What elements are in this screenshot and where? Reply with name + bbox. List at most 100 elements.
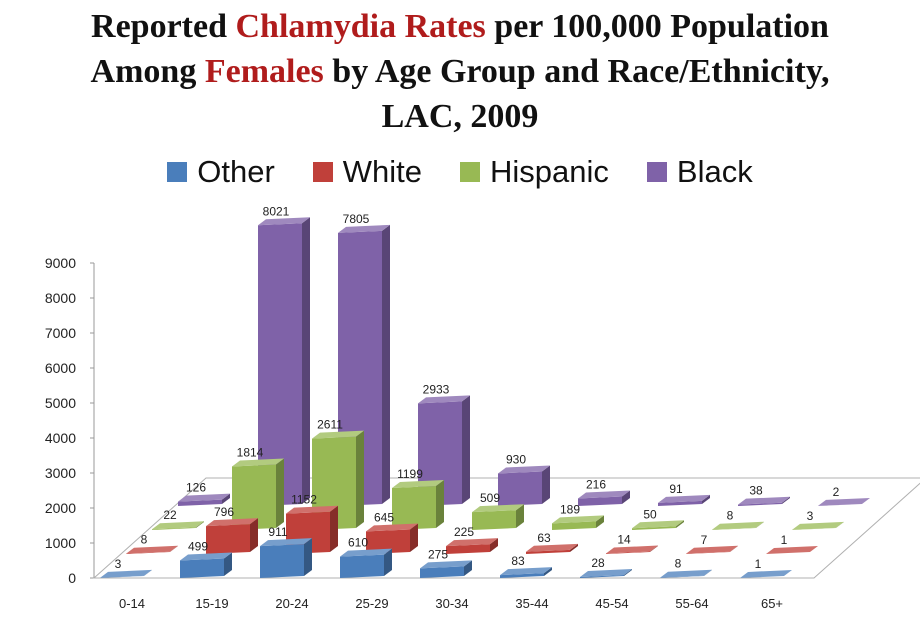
bar-side xyxy=(596,515,604,529)
data-label: 7 xyxy=(701,533,708,547)
bar-front xyxy=(552,521,596,530)
data-label: 911 xyxy=(268,525,287,539)
bar-top xyxy=(818,497,870,506)
data-label: 3 xyxy=(807,509,814,523)
chart-legend: Other White Hispanic Black xyxy=(0,154,920,190)
data-label: 38 xyxy=(749,484,763,498)
bar-side xyxy=(542,465,550,505)
legend-label-white: White xyxy=(342,154,423,189)
x-tick-label: 30-34 xyxy=(435,596,468,611)
bar-top xyxy=(312,430,364,439)
bar-top xyxy=(712,521,764,530)
bar-front xyxy=(498,471,542,506)
data-label: 63 xyxy=(537,531,551,545)
data-label: 2933 xyxy=(423,382,450,396)
bar-side xyxy=(330,505,338,553)
bar-front xyxy=(418,401,462,506)
data-label: 126 xyxy=(186,481,206,495)
bar-top xyxy=(552,515,604,524)
bar-side xyxy=(704,569,712,577)
bar-top xyxy=(500,567,552,576)
bar-side xyxy=(170,545,178,553)
bar-top xyxy=(420,560,472,569)
legend-label-black: Black xyxy=(676,154,753,189)
bar-front xyxy=(658,500,702,506)
data-label: 796 xyxy=(214,505,234,519)
bar-front xyxy=(606,551,650,554)
data-label: 1 xyxy=(781,533,788,547)
data-label: 8 xyxy=(727,509,734,523)
data-label: 1814 xyxy=(237,446,264,460)
data-label: 22 xyxy=(163,508,177,522)
data-label: 1152 xyxy=(291,493,317,507)
bar-top xyxy=(418,395,470,404)
bar-top xyxy=(660,569,712,578)
bar-top xyxy=(498,465,550,474)
bar-front xyxy=(260,544,304,578)
x-tick-label: 0-14 xyxy=(119,596,145,611)
bar-side xyxy=(676,520,684,529)
bar-top xyxy=(632,520,684,529)
bar-front xyxy=(500,573,544,578)
bar-top xyxy=(472,504,524,513)
bar-top xyxy=(606,545,658,554)
data-label: 8 xyxy=(675,557,682,571)
data-label: 3 xyxy=(115,557,122,571)
bar-side xyxy=(516,504,524,529)
x-tick-label: 65+ xyxy=(761,596,783,611)
bar-top xyxy=(338,224,390,233)
bar-top xyxy=(232,458,284,467)
bar-side xyxy=(784,569,792,577)
bar-top xyxy=(260,538,312,547)
legend-item-hispanic: Hispanic xyxy=(460,154,609,190)
bar-top xyxy=(100,569,152,578)
bar-front xyxy=(100,575,144,578)
bar-side xyxy=(276,458,284,529)
y-tick-label: 7000 xyxy=(45,325,76,341)
bar-front xyxy=(526,549,570,554)
bar-front xyxy=(340,554,384,578)
y-tick-label: 2000 xyxy=(45,500,76,516)
bar-top xyxy=(578,490,630,499)
title-text: Reported xyxy=(91,8,236,45)
bar-front xyxy=(766,551,810,554)
bar-side xyxy=(810,545,818,553)
bar-side xyxy=(570,543,578,553)
data-label: 2611 xyxy=(317,418,343,432)
legend-swatch-hispanic xyxy=(460,162,481,182)
y-tick-label: 4000 xyxy=(45,430,76,446)
bar-top xyxy=(258,217,310,226)
title-highlight: Chlamydia Rates xyxy=(235,8,486,45)
bar-top xyxy=(340,548,392,557)
bar-top xyxy=(366,523,418,532)
bar-top xyxy=(526,543,578,552)
data-label: 7805 xyxy=(343,212,370,226)
bar-side xyxy=(250,518,258,553)
data-label: 499 xyxy=(188,540,208,554)
bar-front xyxy=(178,499,222,506)
title-text: by Age Group and Race/Ethnicity, xyxy=(323,53,830,90)
legend-item-black: Black xyxy=(646,154,753,190)
bar-top xyxy=(580,569,632,578)
bar-side xyxy=(302,217,310,505)
bar-front xyxy=(578,496,622,506)
bar-front xyxy=(580,575,624,578)
y-tick-label: 3000 xyxy=(45,465,76,481)
bar-side xyxy=(650,545,658,553)
bar-side xyxy=(544,567,552,577)
legend-swatch-other xyxy=(167,162,188,182)
bar-side xyxy=(624,569,632,577)
data-label: 14 xyxy=(617,533,631,547)
bar-front xyxy=(232,464,276,530)
data-label: 91 xyxy=(669,482,683,496)
title-line-2: Among Females by Age Group and Race/Ethn… xyxy=(0,49,920,94)
chart-title: Reported Chlamydia Rates per 100,000 Pop… xyxy=(0,4,920,139)
x-tick-label: 20-24 xyxy=(275,596,308,611)
bar-front xyxy=(152,527,196,530)
title-text: per 100,000 Population xyxy=(485,8,829,45)
data-label: 930 xyxy=(506,452,526,466)
bar-front xyxy=(180,558,224,578)
data-label: 50 xyxy=(643,507,657,521)
bar-top xyxy=(152,521,204,530)
